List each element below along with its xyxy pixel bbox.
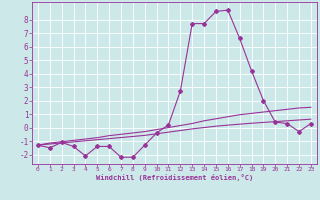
X-axis label: Windchill (Refroidissement éolien,°C): Windchill (Refroidissement éolien,°C) <box>96 174 253 181</box>
